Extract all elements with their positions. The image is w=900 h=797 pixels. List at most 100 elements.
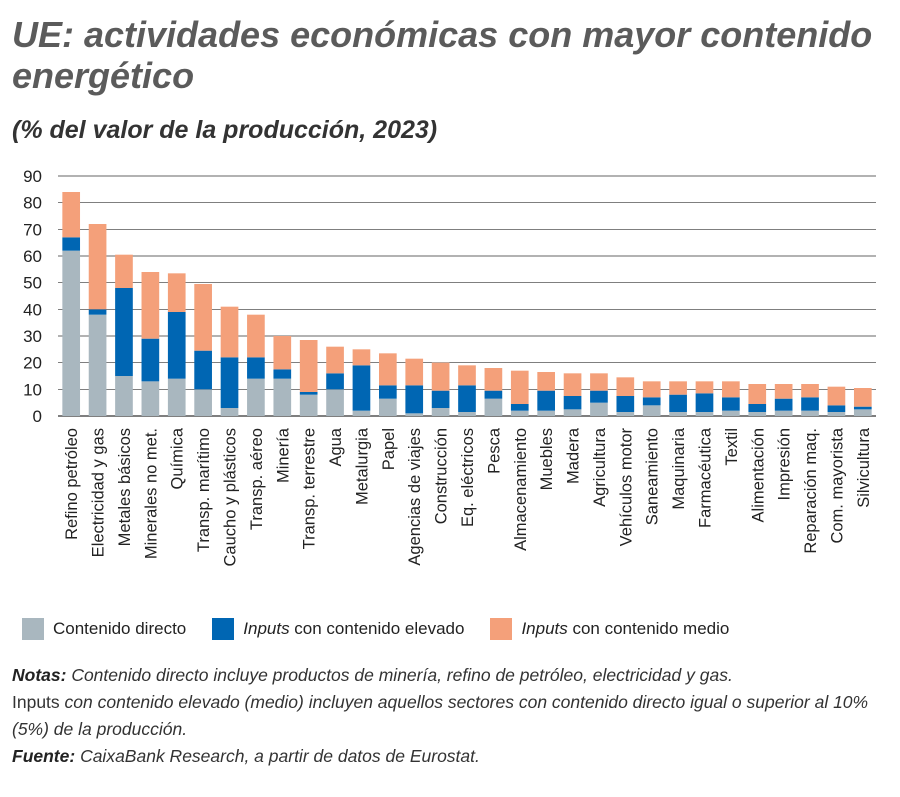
legend: Contenido directo Inputs con contenido e… [22, 618, 755, 640]
bar-segment [458, 385, 476, 412]
bar-segment [563, 409, 582, 416]
bar-segment [247, 357, 265, 379]
legend-item-high: Inputs con contenido elevado [212, 618, 464, 640]
bar-segment [379, 398, 397, 416]
bar-segment [431, 408, 450, 416]
bar-segment [827, 405, 846, 412]
bar-segment [405, 385, 424, 414]
bar-segment [590, 390, 608, 403]
bar-segment [141, 381, 160, 416]
x-tick-label: Agencias de viajes [406, 428, 424, 566]
bar-segment [299, 340, 318, 392]
y-tick-label: 60 [23, 247, 42, 266]
bar-segment [853, 406, 872, 410]
bar-segment [722, 381, 740, 398]
x-tick-label: Papel [380, 428, 398, 470]
bar-segment [141, 272, 160, 339]
bar-segment [695, 381, 714, 394]
x-tick-label: Almacenamiento [512, 428, 530, 551]
x-tick-label: Textil [723, 428, 741, 466]
bar-segment [62, 250, 81, 416]
bar-segment [563, 373, 582, 396]
bar-segment [273, 336, 292, 370]
chart-notes: Notas: Contenido directo incluye product… [12, 662, 892, 770]
inputs-text: con contenido elevado (medio) incluyen a… [12, 692, 869, 739]
x-tick-label: Minería [274, 427, 292, 483]
bar-segment [774, 384, 793, 399]
y-tick-label: 90 [23, 167, 42, 186]
legend-label-high: Inputs con contenido elevado [243, 619, 464, 639]
bar-segment [167, 273, 186, 312]
y-tick-label: 50 [23, 274, 42, 293]
bar-segment [642, 397, 661, 406]
legend-label-medium: Inputs con contenido medio [521, 619, 729, 639]
x-tick-label: Alimentación [749, 428, 767, 522]
y-tick-label: 0 [33, 407, 42, 426]
bar-segment [774, 398, 793, 411]
y-tick-label: 40 [23, 300, 42, 319]
legend-item-medium: Inputs con contenido medio [490, 618, 729, 640]
notes-paragraph: Notas: Contenido directo incluye product… [12, 662, 892, 689]
bar-segment [352, 365, 371, 411]
x-tick-label: Agricultura [591, 427, 609, 507]
bar-segment [194, 350, 212, 390]
x-tick-label: Maquinaria [670, 427, 688, 509]
bar-segment [405, 358, 424, 386]
y-tick-label: 30 [23, 327, 42, 346]
legend-swatch-high [212, 618, 235, 640]
bar-segment [88, 224, 107, 310]
x-tick-label: Silvicultura [855, 427, 873, 508]
source-text: CaixaBank Research, a partir de datos de… [75, 746, 480, 766]
x-tick-label: Construcción [433, 428, 451, 524]
x-tick-label: Madera [565, 427, 583, 484]
bar-segment [431, 362, 450, 391]
bar-segment [537, 372, 555, 391]
bar-segment [616, 377, 635, 396]
bar-segment [801, 410, 819, 416]
bar-segment [247, 314, 265, 358]
bar-segment [141, 338, 160, 382]
bar-segment [722, 397, 740, 411]
y-axis-ticks: 0 10 20 30 40 50 60 70 80 90 [23, 167, 42, 426]
bar-segment [220, 357, 239, 408]
bar-segment [669, 394, 687, 412]
source-paragraph: Fuente: CaixaBank Research, a partir de … [12, 743, 892, 770]
source-label: Fuente: [12, 746, 76, 766]
legend-label-direct: Contenido directo [53, 619, 187, 638]
x-tick-label: Refino petróleo [63, 428, 81, 540]
bar-segment [853, 388, 872, 407]
x-tick-label: Caucho y plásticos [222, 428, 240, 567]
x-tick-label: Química [169, 427, 187, 489]
notes-label: Notas: [12, 665, 67, 685]
bar-segment [326, 346, 344, 374]
bar-segment [537, 390, 555, 411]
bar-segment [774, 410, 793, 416]
bar-segment [616, 396, 635, 412]
bars [62, 192, 872, 416]
bar-segment [748, 412, 767, 416]
x-tick-label: Minerales no met. [142, 428, 160, 559]
x-tick-label: Transp. terrestre [301, 428, 319, 549]
bar-segment [273, 369, 292, 379]
y-tick-label: 20 [23, 354, 42, 373]
legend-swatch-direct [22, 618, 44, 640]
x-tick-label: Metales básicos [116, 428, 134, 546]
bar-segment [62, 237, 81, 251]
chart-subtitle: (% del valor de la producción, 2023) [12, 116, 438, 144]
x-axis-labels: Refino petróleo Electricidad y gas Metales… [63, 427, 873, 566]
bar-segment [379, 353, 397, 386]
bar-segment [194, 284, 212, 351]
bar-segment [405, 413, 424, 416]
bar-segment [220, 408, 239, 416]
notes-text: Contenido directo incluye productos de m… [66, 665, 733, 685]
bar-segment [88, 314, 107, 416]
x-tick-label: Transp. marítimo [195, 428, 213, 552]
bar-segment [563, 396, 582, 410]
bar-segment [167, 378, 186, 416]
bar-segment [484, 390, 503, 399]
bar-segment [616, 412, 635, 416]
bar-segment [510, 404, 529, 411]
inputs-word: Inputs [12, 692, 60, 712]
x-tick-label: Pesca [485, 427, 503, 474]
x-tick-label: Impresión [776, 428, 794, 500]
